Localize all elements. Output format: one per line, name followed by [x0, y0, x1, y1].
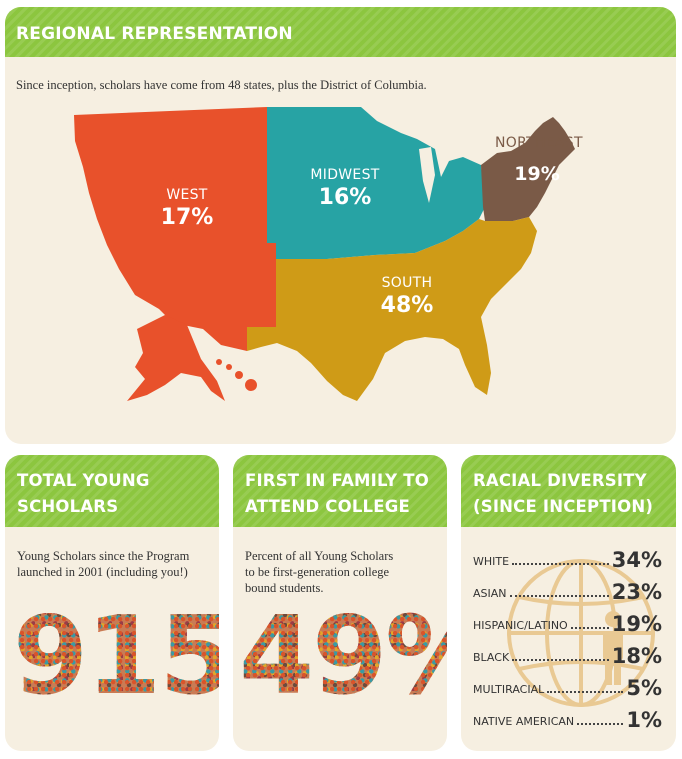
- race-percent: 18%: [611, 644, 662, 668]
- region-label-midwest: MIDWEST 16%: [305, 167, 385, 210]
- race-row-white: WHITE 34%: [473, 543, 662, 571]
- total-young-scholars-panel: TOTAL YOUNG SCHOLARS Young Scholars sinc…: [5, 455, 219, 751]
- map-region-west: [74, 107, 276, 351]
- dot-leader: [512, 563, 609, 565]
- map-region-northeast: [481, 117, 575, 223]
- region-percent: 16%: [318, 185, 372, 210]
- dot-leader: [577, 723, 624, 725]
- total-description: Young Scholars since the Program launche…: [17, 549, 190, 579]
- dot-leader: [509, 595, 609, 597]
- region-percent: 17%: [160, 205, 214, 230]
- racial-title: RACIAL DIVERSITY (SINCE INCEPTION): [461, 455, 676, 527]
- race-percent: 19%: [611, 612, 662, 636]
- race-percent: 1%: [626, 708, 662, 732]
- race-label: WHITE: [473, 555, 510, 568]
- region-label-south: SOUTH 48%: [365, 275, 449, 318]
- racial-title-line2: (SINCE INCEPTION): [473, 497, 654, 516]
- region-percent: 48%: [380, 293, 434, 318]
- race-percent: 5%: [626, 676, 662, 700]
- map-region-alaska: [127, 315, 225, 401]
- dot-leader: [570, 627, 609, 629]
- race-row-native-american: NATIVE AMERICAN 1%: [473, 703, 662, 731]
- first-title: FIRST IN FAMILY TO ATTEND COLLEGE: [233, 455, 447, 527]
- race-percent: 23%: [611, 580, 662, 604]
- total-title-line2: SCHOLARS: [17, 497, 119, 516]
- race-row-black: BLACK 18%: [473, 639, 662, 667]
- race-row-asian: ASIAN 23%: [473, 575, 662, 603]
- racial-title-line1: RACIAL DIVERSITY: [473, 471, 647, 490]
- race-label: HISPANIC/LATINO: [473, 619, 568, 632]
- first-description: Percent of all Young Scholars to be firs…: [245, 549, 394, 595]
- us-map: [74, 107, 575, 401]
- dot-leader: [547, 691, 624, 693]
- globe-icon: [507, 559, 655, 707]
- regional-title: REGIONAL REPRESENTATION: [5, 7, 676, 57]
- first-title-line1: FIRST IN FAMILY TO: [245, 471, 429, 490]
- map-region-midwest: [267, 107, 485, 259]
- racial-diversity-panel: RACIAL DIVERSITY (SINCE INCEPTION) WHITE…: [461, 455, 676, 751]
- regional-representation-panel: REGIONAL REPRESENTATION Since inception,…: [5, 7, 676, 444]
- region-name: NORTHEAST: [495, 135, 583, 151]
- dot-leader: [512, 659, 609, 661]
- map-region-hawaii: [216, 359, 257, 391]
- race-label: BLACK: [473, 651, 510, 664]
- regional-description: Since inception, scholars have come from…: [16, 78, 427, 92]
- race-percent: 34%: [611, 548, 662, 572]
- region-name: SOUTH: [381, 275, 433, 291]
- total-value: 915: [13, 603, 219, 711]
- race-row-hispanic-latino: HISPANIC/LATINO 19%: [473, 607, 662, 635]
- first-title-line2: ATTEND COLLEGE: [245, 497, 410, 516]
- first-in-family-panel: FIRST IN FAMILY TO ATTEND COLLEGE Percen…: [233, 455, 447, 751]
- region-label-northeast: NORTHEAST 19%: [495, 135, 583, 185]
- race-label: MULTIRACIAL: [473, 683, 545, 696]
- person-icon: [603, 611, 623, 685]
- total-title-line1: TOTAL YOUNG: [17, 471, 150, 490]
- region-name: MIDWEST: [310, 167, 380, 183]
- map-region-south: [247, 217, 537, 401]
- region-label-west: WEST 17%: [155, 187, 219, 230]
- great-lakes: [419, 147, 435, 203]
- total-title: TOTAL YOUNG SCHOLARS: [5, 455, 219, 527]
- first-value: 49%: [239, 603, 447, 711]
- region-percent: 19%: [514, 163, 560, 185]
- region-name: WEST: [166, 187, 208, 203]
- race-label: ASIAN: [473, 587, 507, 600]
- race-label: NATIVE AMERICAN: [473, 715, 575, 728]
- race-row-multiracial: MULTIRACIAL 5%: [473, 671, 662, 699]
